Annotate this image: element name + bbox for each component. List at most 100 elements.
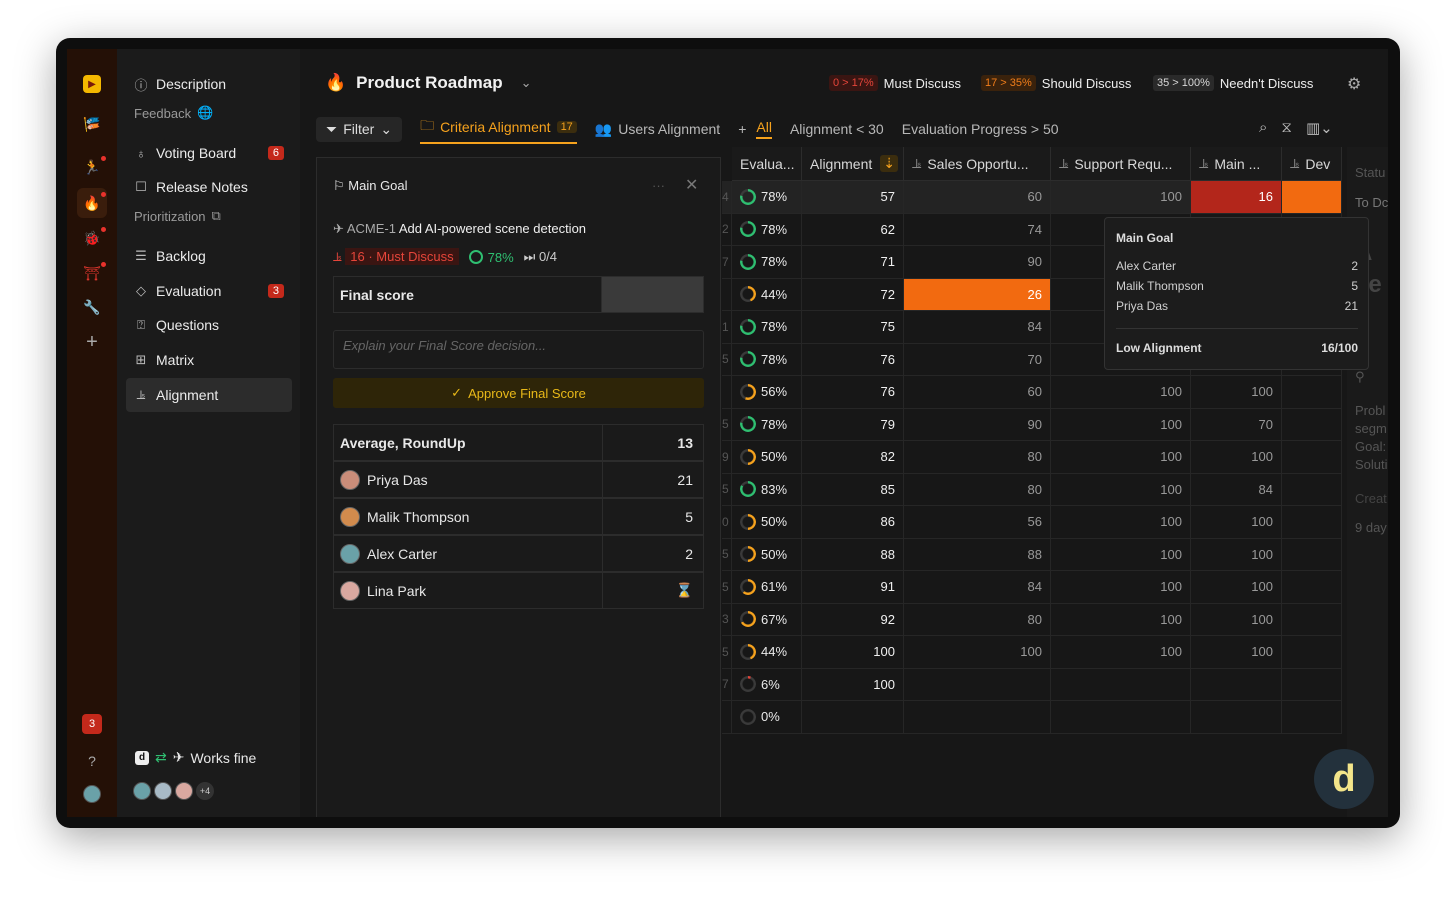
table-cell[interactable]: 100 xyxy=(1191,538,1282,571)
column-header[interactable]: Evalua... xyxy=(732,147,802,181)
more-icon[interactable]: ··· xyxy=(652,178,665,193)
column-header[interactable]: ⫡ Main ... xyxy=(1191,147,1282,181)
table-cell[interactable]: 100 xyxy=(1191,636,1282,669)
table-cell[interactable]: 100 xyxy=(904,636,1051,669)
table-cell[interactable]: 90 xyxy=(904,408,1051,441)
column-header[interactable]: ⫡ Dev xyxy=(1282,147,1342,181)
close-icon[interactable]: ✕ xyxy=(685,177,699,194)
approve-button[interactable]: ✓ Approve Final Score xyxy=(333,378,704,408)
table-cell[interactable]: 80 xyxy=(904,473,1051,506)
table-cell[interactable] xyxy=(1282,636,1342,669)
table-cell[interactable]: 100 xyxy=(802,668,904,701)
table-cell[interactable] xyxy=(1051,701,1191,734)
columns-icon[interactable]: ▥⌄ xyxy=(1305,120,1333,137)
wrench-icon[interactable]: 🔧 xyxy=(83,298,101,315)
table-cell[interactable]: 100 xyxy=(1051,538,1191,571)
page-title[interactable]: 🔥 Product Roadmap ⌄ xyxy=(325,73,532,92)
table-cell[interactable]: 67% xyxy=(732,603,802,636)
table-cell[interactable] xyxy=(722,278,732,311)
table-cell[interactable]: 78% xyxy=(732,213,802,246)
table-cell[interactable]: 76 xyxy=(802,376,904,409)
table-cell[interactable]: 79 xyxy=(802,408,904,441)
table-cell[interactable]: 100 xyxy=(1191,506,1282,539)
table-cell[interactable]: 60 xyxy=(904,376,1051,409)
table-cell[interactable]: 84 xyxy=(904,311,1051,344)
runner-icon[interactable]: 🏃 xyxy=(77,152,107,182)
table-cell[interactable]: 100 xyxy=(1051,441,1191,474)
table-cell[interactable] xyxy=(1282,408,1342,441)
status-value[interactable]: To Dc xyxy=(1355,195,1388,210)
add-view-button[interactable]: + xyxy=(738,121,747,137)
table-cell[interactable] xyxy=(722,376,732,409)
table-cell[interactable]: 84 xyxy=(904,571,1051,604)
table-cell[interactable]: 5 xyxy=(722,408,732,441)
view-progress-filter[interactable]: Evaluation Progress > 50 xyxy=(901,121,1059,137)
table-cell[interactable]: 100 xyxy=(1051,181,1191,214)
tab-users-alignment[interactable]: 👥 Users Alignment xyxy=(594,120,721,138)
sidebar-item-matrix[interactable]: ⊞ Matrix xyxy=(126,343,292,377)
table-cell[interactable] xyxy=(1282,603,1342,636)
table-cell[interactable]: 0 xyxy=(722,506,732,539)
sidebar-item-questions[interactable]: ⍰ Questions xyxy=(126,308,292,342)
table-cell[interactable]: 5 xyxy=(722,343,732,376)
table-cell[interactable]: 83% xyxy=(732,473,802,506)
table-cell[interactable]: 72 xyxy=(802,278,904,311)
voter-row[interactable]: Priya Das 21 xyxy=(333,461,704,498)
table-cell[interactable] xyxy=(1282,571,1342,604)
table-cell[interactable]: 0% xyxy=(732,701,802,734)
tab-criteria-alignment[interactable]: 🗀 Criteria Alignment 17 xyxy=(420,115,577,144)
sidebar-item-voting-board[interactable]: ♁ Voting Board 6 xyxy=(126,136,292,170)
issue-line[interactable]: ✈ ACME-1 Add AI-powered scene detection xyxy=(333,221,587,236)
table-cell[interactable]: 100 xyxy=(1051,603,1191,636)
table-cell[interactable] xyxy=(1282,538,1342,571)
table-cell[interactable] xyxy=(1051,668,1191,701)
table-cell[interactable] xyxy=(1282,701,1342,734)
final-score-input[interactable] xyxy=(601,277,703,312)
table-cell[interactable]: 86 xyxy=(802,506,904,539)
sort-icon[interactable]: ⇣ xyxy=(880,155,898,172)
table-cell[interactable]: 4 xyxy=(722,181,732,214)
table-cell[interactable]: 100 xyxy=(1051,636,1191,669)
user-avatar[interactable] xyxy=(77,779,107,809)
table-cell[interactable]: 5 xyxy=(722,571,732,604)
voter-row[interactable]: Malik Thompson 5 xyxy=(333,498,704,535)
voter-row[interactable]: Lina Park ⌛ xyxy=(333,572,704,609)
sidebar-item-alignment[interactable]: ⫡ Alignment xyxy=(126,378,292,412)
table-cell[interactable]: 100 xyxy=(1051,506,1191,539)
table-cell[interactable] xyxy=(1282,376,1342,409)
table-cell[interactable]: 78% xyxy=(732,181,802,214)
help-icon[interactable]: ? xyxy=(88,753,96,769)
fire-icon[interactable]: 🔥 xyxy=(77,188,107,218)
settings-icon[interactable]: ⚙ xyxy=(1347,76,1362,93)
table-cell[interactable]: 100 xyxy=(1051,473,1191,506)
table-cell[interactable]: 5 xyxy=(722,636,732,669)
table-cell[interactable] xyxy=(1282,506,1342,539)
table-cell[interactable] xyxy=(1282,668,1342,701)
table-cell[interactable]: 2 xyxy=(722,213,732,246)
view-all[interactable]: All xyxy=(756,119,772,139)
table-cell[interactable]: 85 xyxy=(802,473,904,506)
filter-off-icon[interactable]: ⧖ xyxy=(1281,119,1292,136)
table-cell[interactable]: 84 xyxy=(1191,473,1282,506)
table-cell[interactable]: 6% xyxy=(732,668,802,701)
gate-icon[interactable]: ⛩ xyxy=(77,258,107,288)
table-cell[interactable]: 100 xyxy=(1191,571,1282,604)
table-cell[interactable]: 70 xyxy=(904,343,1051,376)
team-avatars[interactable]: +4 xyxy=(133,782,214,800)
table-cell[interactable]: 9 xyxy=(722,441,732,474)
table-cell[interactable]: 74 xyxy=(904,213,1051,246)
sidebar-item-release-notes[interactable]: ☐ Release Notes xyxy=(126,170,292,204)
table-cell[interactable]: 50% xyxy=(732,441,802,474)
table-cell[interactable]: 82 xyxy=(802,441,904,474)
table-cell[interactable]: 80 xyxy=(904,441,1051,474)
table-cell[interactable]: 78% xyxy=(732,408,802,441)
add-icon[interactable]: + xyxy=(86,330,98,353)
table-cell[interactable]: 71 xyxy=(802,246,904,279)
table-cell[interactable] xyxy=(802,701,904,734)
table-cell[interactable]: 100 xyxy=(1191,376,1282,409)
explain-input[interactable]: Explain your Final Score decision... xyxy=(333,330,704,369)
table-cell[interactable] xyxy=(1282,473,1342,506)
table-cell[interactable] xyxy=(722,701,732,734)
table-cell[interactable]: 100 xyxy=(1051,571,1191,604)
search-icon[interactable]: ⌕ xyxy=(1259,119,1268,136)
